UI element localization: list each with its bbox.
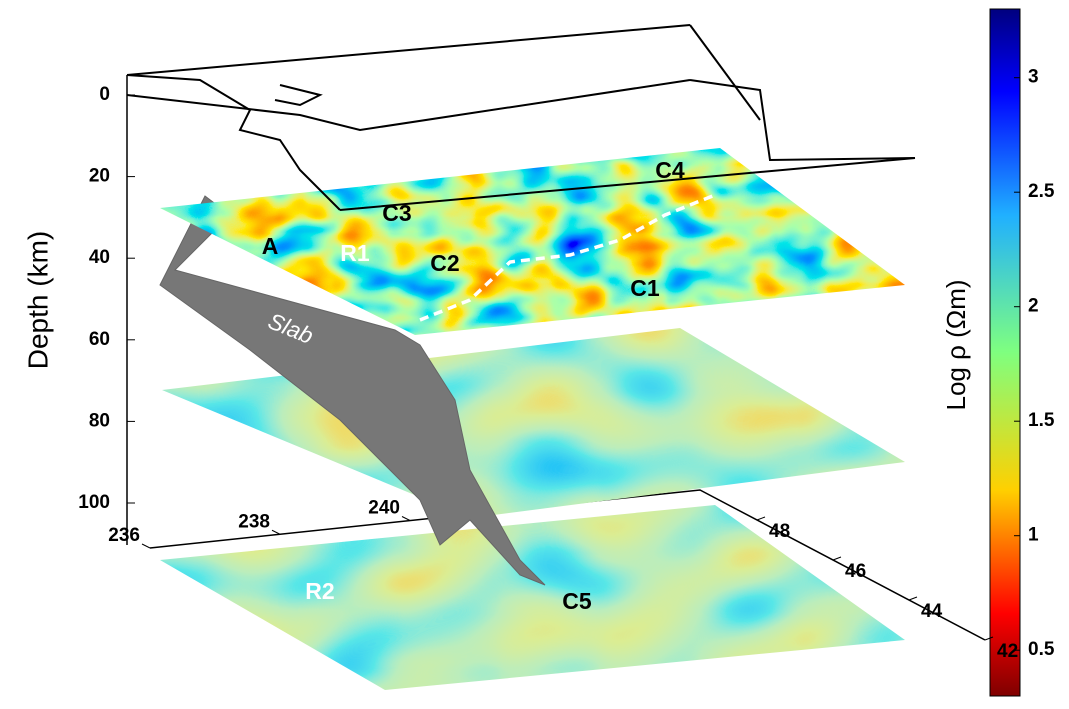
y-tick-label: 42: [997, 641, 1018, 662]
annotation: R1: [340, 240, 370, 266]
colorbar-tick-label: 1: [1028, 525, 1039, 546]
depth-tick-label: 20: [89, 166, 110, 187]
base-axes: [149, 489, 986, 641]
x-tick: [271, 529, 281, 535]
annotation: C1: [630, 275, 660, 301]
y-tick-label: 46: [845, 561, 866, 582]
y-tick-label: 48: [769, 521, 790, 542]
x-tick: [401, 516, 411, 521]
depth-tick-label: 40: [89, 247, 110, 268]
y-tick-label: 44: [921, 601, 943, 622]
colorbar-tick-label: 2.5: [1028, 181, 1055, 202]
y-tick: [984, 636, 994, 641]
map-outline: [126, 24, 916, 211]
annotation: C4: [655, 157, 685, 183]
x-tick: [141, 543, 151, 549]
x-tick-label: 240: [368, 498, 400, 519]
y-tick: [756, 516, 766, 521]
annotation: C5: [562, 588, 592, 614]
colorbar: [989, 8, 1021, 697]
annotation: R2: [305, 578, 334, 604]
annotation: A: [262, 233, 279, 259]
depth-tick-label: 100: [78, 492, 110, 513]
annotation: C2: [430, 250, 459, 276]
y-tick: [908, 596, 918, 601]
colorbar-tick-label: 1.5: [1028, 410, 1055, 431]
x-tick-label: 238: [238, 511, 270, 532]
colorbar-tick-label: 2: [1028, 296, 1039, 317]
depth-tick-label: 0: [99, 84, 110, 105]
annotation: C3: [382, 200, 411, 226]
boundary: [419, 193, 716, 322]
slab: [159, 195, 546, 586]
colorbar-label: Log ρ (Ωm): [941, 279, 971, 410]
colorbar-tick-label: 0.5: [1028, 639, 1055, 660]
colorbar-tick-label: 3: [1028, 67, 1039, 88]
depth-label: Depth (km): [22, 231, 53, 369]
depth-tick-label: 80: [89, 410, 110, 431]
x-tick-label: 236: [108, 525, 140, 546]
depth-tick-label: 60: [89, 329, 110, 350]
y-tick: [832, 556, 842, 561]
